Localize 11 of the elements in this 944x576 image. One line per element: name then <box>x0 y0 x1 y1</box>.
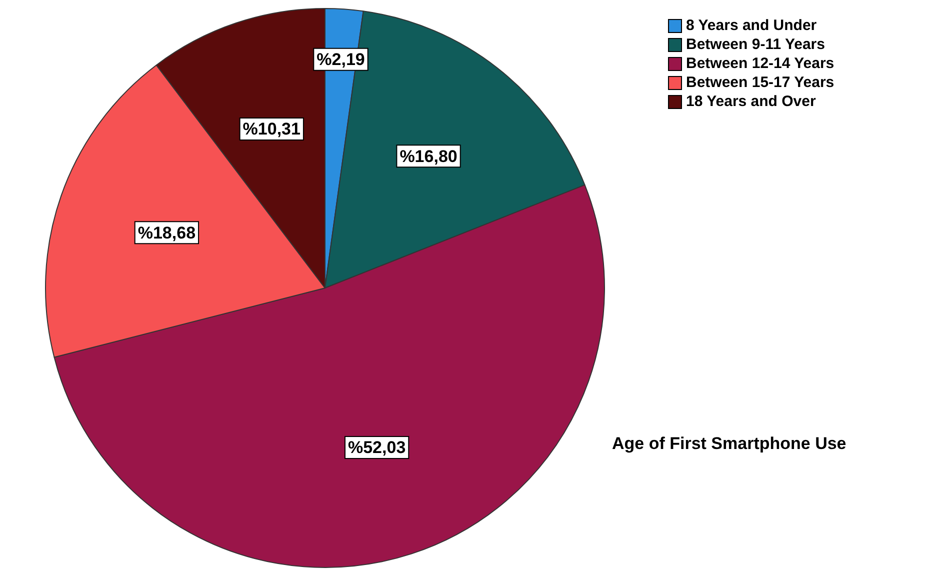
legend-label: Between 15-17 Years <box>686 73 834 92</box>
data-label: %18,68 <box>138 223 196 242</box>
data-label: %52,03 <box>348 438 406 458</box>
text: Age of First Smartphone Use <box>612 434 846 454</box>
legend-label: 18 Years and Over <box>686 92 816 111</box>
data-label: %10,31 <box>242 120 300 139</box>
legend-label: Between 9-11 Years <box>686 35 825 54</box>
data-label: %2,19 <box>316 50 365 70</box>
data-label: %16,80 <box>400 146 458 166</box>
legend-label: 8 Years and Under <box>686 16 817 35</box>
legend-label: Between 12-14 Years <box>686 54 834 73</box>
